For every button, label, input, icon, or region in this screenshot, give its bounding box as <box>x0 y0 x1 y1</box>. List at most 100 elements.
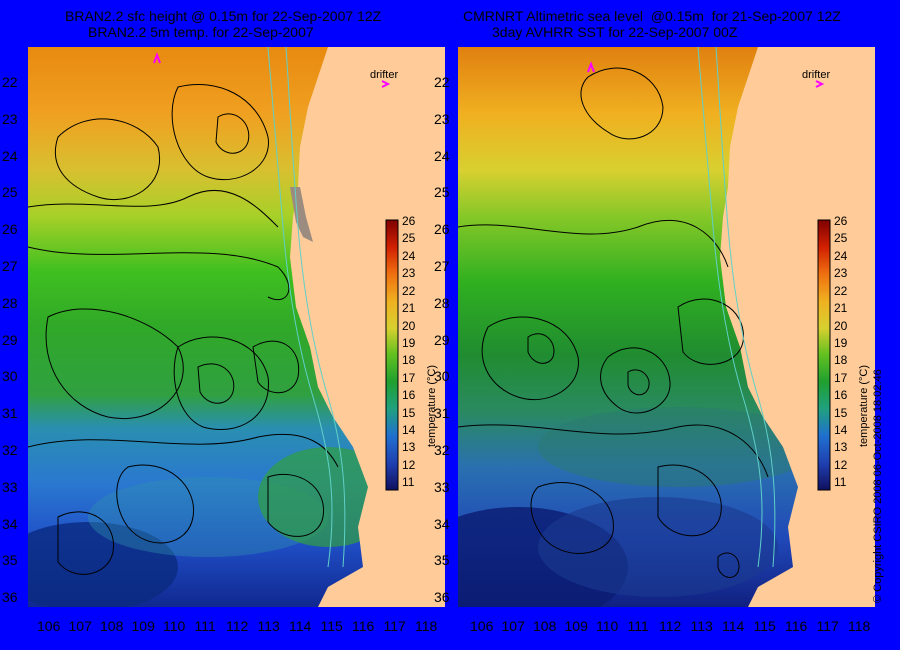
bathymetry-lines <box>697 47 776 568</box>
x-axis-label-right: 113 <box>690 618 713 634</box>
x-axis-label-left: 108 <box>100 618 124 634</box>
land-mass <box>290 47 445 607</box>
x-axis-label-left: 115 <box>320 618 343 634</box>
left-title-line1: BRAN2.2 sfc height @ 0.15m for 22-Sep-20… <box>65 8 382 24</box>
x-axis-label-left: 109 <box>131 618 155 634</box>
x-axis-label-right: 116 <box>785 618 808 634</box>
y-axis-label-left: 32 <box>2 442 18 458</box>
right-colorbar-tick: 12 <box>834 457 848 472</box>
y-axis-label-left: 31 <box>2 405 18 422</box>
x-axis-label-left: 114 <box>289 618 312 634</box>
y-axis-label-right: 32 <box>434 442 450 458</box>
x-axis-label-right: 117 <box>816 618 839 634</box>
right-colorbar-tick: 22 <box>834 283 848 298</box>
y-axis-label-right: 22 <box>434 74 450 90</box>
left-colorbar-tick: 23 <box>402 266 416 281</box>
x-axis-label-right: 106 <box>470 618 494 634</box>
right-colorbar-tick: 15 <box>834 405 848 420</box>
x-axis-label-right: 107 <box>501 618 525 634</box>
right-map-panel: drifter <box>458 47 875 607</box>
right-colorbar <box>817 219 831 491</box>
x-axis-label-right: 110 <box>596 618 619 634</box>
right-colorbar-tick: 18 <box>834 353 848 368</box>
sea-height-contours <box>458 67 769 578</box>
left-colorbar-tick: 25 <box>402 231 416 246</box>
y-axis-label-right: 33 <box>434 478 450 495</box>
y-axis-label-left: 27 <box>2 258 18 274</box>
right-colorbar-tick: 17 <box>834 370 848 385</box>
y-axis-label-right: 26 <box>434 221 450 238</box>
right-title-line2: 3day AVHRR SST for 22-Sep-2007 00Z <box>492 24 738 40</box>
right-colorbar-tick: 23 <box>834 266 848 281</box>
right-colorbar-tick: 16 <box>834 388 848 403</box>
x-axis-label-right: 114 <box>722 618 745 634</box>
y-axis-label-left: 29 <box>2 331 18 348</box>
x-axis-label-left: 112 <box>226 618 249 634</box>
y-axis-label-right: 24 <box>434 147 450 164</box>
drifter-track-icon <box>587 61 595 73</box>
y-axis-label-left: 25 <box>2 184 18 201</box>
left-colorbar-tick: 22 <box>402 283 416 298</box>
right-colorbar-tick: 14 <box>834 423 848 438</box>
right-colorbar-tick: 13 <box>834 440 848 455</box>
x-axis-label-right: 109 <box>564 618 588 634</box>
left-colorbar-tick: 13 <box>402 440 416 455</box>
right-colorbar-label: temperature (°C) <box>858 364 870 447</box>
y-axis-label-right: 25 <box>434 184 450 201</box>
x-axis-label-right: 111 <box>627 618 649 634</box>
y-axis-label-left: 28 <box>2 294 18 311</box>
bathymetry-lines <box>267 47 346 568</box>
y-axis-label-left: 36 <box>2 589 18 606</box>
y-axis-label-left: 34 <box>2 515 18 532</box>
y-axis-label-left: 23 <box>2 110 18 127</box>
left-colorbar-label: temperature (°C) <box>426 364 438 447</box>
y-axis-label-right: 28 <box>434 294 450 311</box>
right-drifter-label: drifter <box>802 69 830 81</box>
left-colorbar-tick: 12 <box>402 457 416 472</box>
drifter-marker-icon <box>815 80 825 88</box>
x-axis-label-left: 118 <box>415 618 438 634</box>
y-axis-label-left: 24 <box>2 147 18 164</box>
x-axis-label-left: 117 <box>383 618 406 634</box>
x-axis-label-right: 118 <box>848 618 871 634</box>
left-colorbar-tick: 11 <box>402 475 415 490</box>
right-title-line1: CMRNRT Altimetric sea level @0.15m for 2… <box>463 8 841 24</box>
left-colorbar-tick: 14 <box>402 423 416 438</box>
y-axis-label-right: 31 <box>434 405 450 422</box>
left-drifter-label: drifter <box>370 69 398 81</box>
left-colorbar-tick: 15 <box>402 405 416 420</box>
y-axis-label-right: 29 <box>434 331 450 348</box>
x-axis-label-left: 116 <box>352 618 375 634</box>
left-colorbar-tick: 24 <box>402 248 416 263</box>
drifter-marker-icon <box>381 80 391 88</box>
x-axis-label-left: 106 <box>37 618 61 634</box>
x-axis-label-left: 110 <box>163 618 186 634</box>
x-axis-label-left: 113 <box>257 618 280 634</box>
x-axis-label-left: 107 <box>68 618 92 634</box>
y-axis-label-right: 27 <box>434 258 450 274</box>
y-axis-label-right: 36 <box>434 589 450 606</box>
right-colorbar-tick: 24 <box>834 248 848 263</box>
left-map-panel: drifter <box>28 47 445 607</box>
right-colorbar-tick: 21 <box>834 301 848 316</box>
left-colorbar-tick: 18 <box>402 353 416 368</box>
x-axis-label-right: 108 <box>533 618 557 634</box>
copyright-text: © Copyright CSIRO 2008 06-Oct-2008 18:02… <box>872 369 884 603</box>
x-axis-label-left: 111 <box>194 618 216 634</box>
y-axis-label-left: 26 <box>2 221 18 238</box>
left-colorbar-tick: 19 <box>402 335 416 350</box>
right-colorbar-tick: 25 <box>834 231 848 246</box>
y-axis-label-right: 35 <box>434 552 450 569</box>
left-colorbar <box>385 219 399 491</box>
right-colorbar-tick: 11 <box>834 475 847 490</box>
drifter-track-icon <box>153 52 161 64</box>
right-colorbar-tick: 26 <box>834 214 848 228</box>
left-colorbar-tick: 21 <box>402 301 416 316</box>
land-mass <box>720 47 875 607</box>
x-axis-label-right: 115 <box>753 618 776 634</box>
y-axis-label-right: 30 <box>434 368 450 385</box>
sea-height-contours <box>28 83 339 575</box>
y-axis-label-left: 33 <box>2 478 18 495</box>
left-colorbar-tick: 16 <box>402 388 416 403</box>
left-title-line2: BRAN2.2 5m temp. for 22-Sep-2007 <box>88 24 314 40</box>
